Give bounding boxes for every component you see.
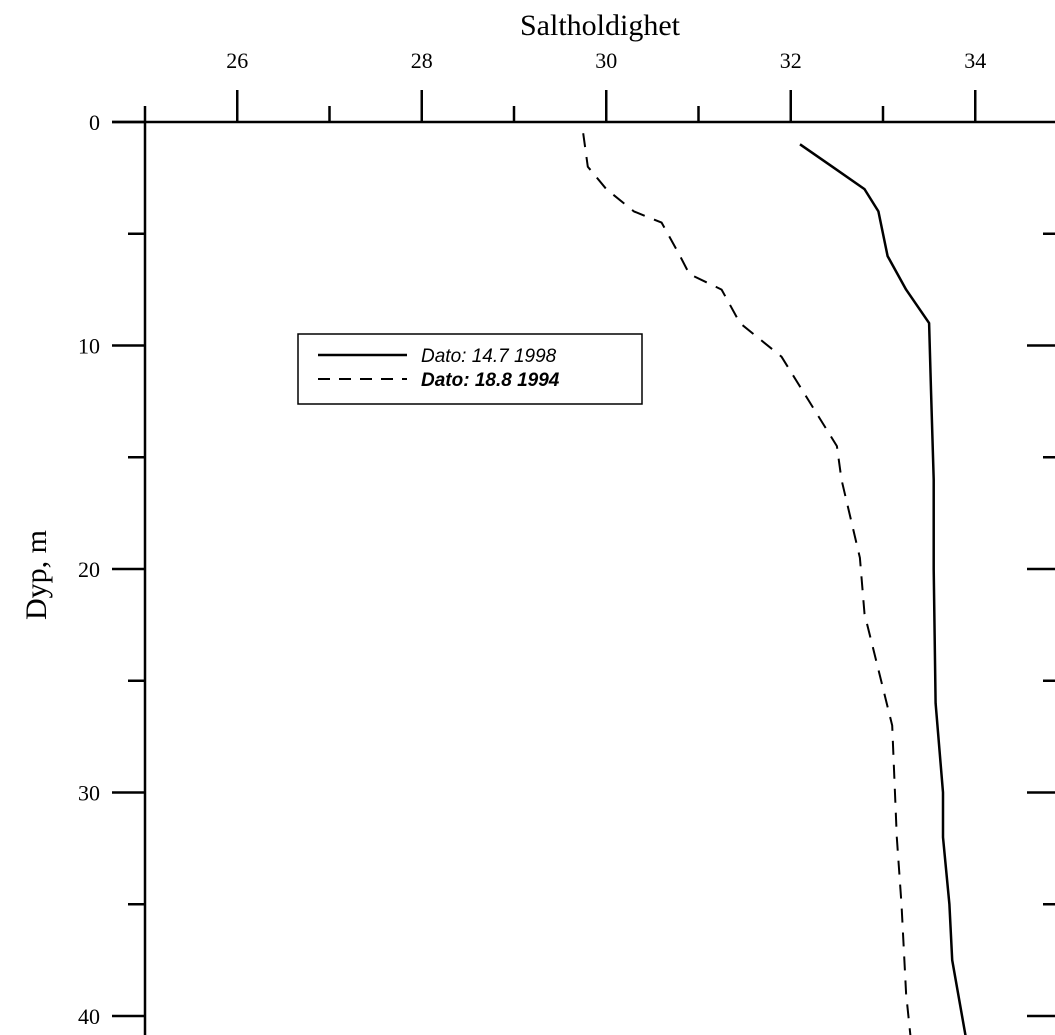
x-tick-label: 34 [964, 48, 986, 73]
x-tick-label: 28 [411, 48, 433, 73]
y-axis-label: Dyp, m [20, 530, 53, 620]
ticks-layer: 26 28 30 32 34 0 10 20 30 40 [78, 48, 1055, 1029]
series-layer [582, 133, 967, 1035]
y-tick-label: 20 [78, 557, 100, 582]
series-line-1998 [799, 143, 967, 1035]
legend-entry-1998: Dato: 14.7 1998 [421, 346, 557, 367]
axes-layer [112, 120, 1055, 1035]
y-tick-label: 0 [89, 110, 100, 135]
chart-title: Saltholdighet [520, 9, 681, 42]
series-line-1994 [582, 133, 912, 1035]
y-tick-label: 40 [78, 1004, 100, 1029]
y-tick-label: 30 [78, 781, 100, 806]
legend: Dato: 14.7 1998 Dato: 18.8 1994 [297, 333, 643, 405]
legend-box [297, 333, 643, 405]
y-tick-label: 10 [78, 334, 100, 359]
legend-entry-1994: Dato: 18.8 1994 [421, 370, 560, 391]
x-tick-label: 26 [226, 48, 248, 73]
x-tick-label: 32 [780, 48, 802, 73]
x-tick-label: 30 [595, 48, 617, 73]
